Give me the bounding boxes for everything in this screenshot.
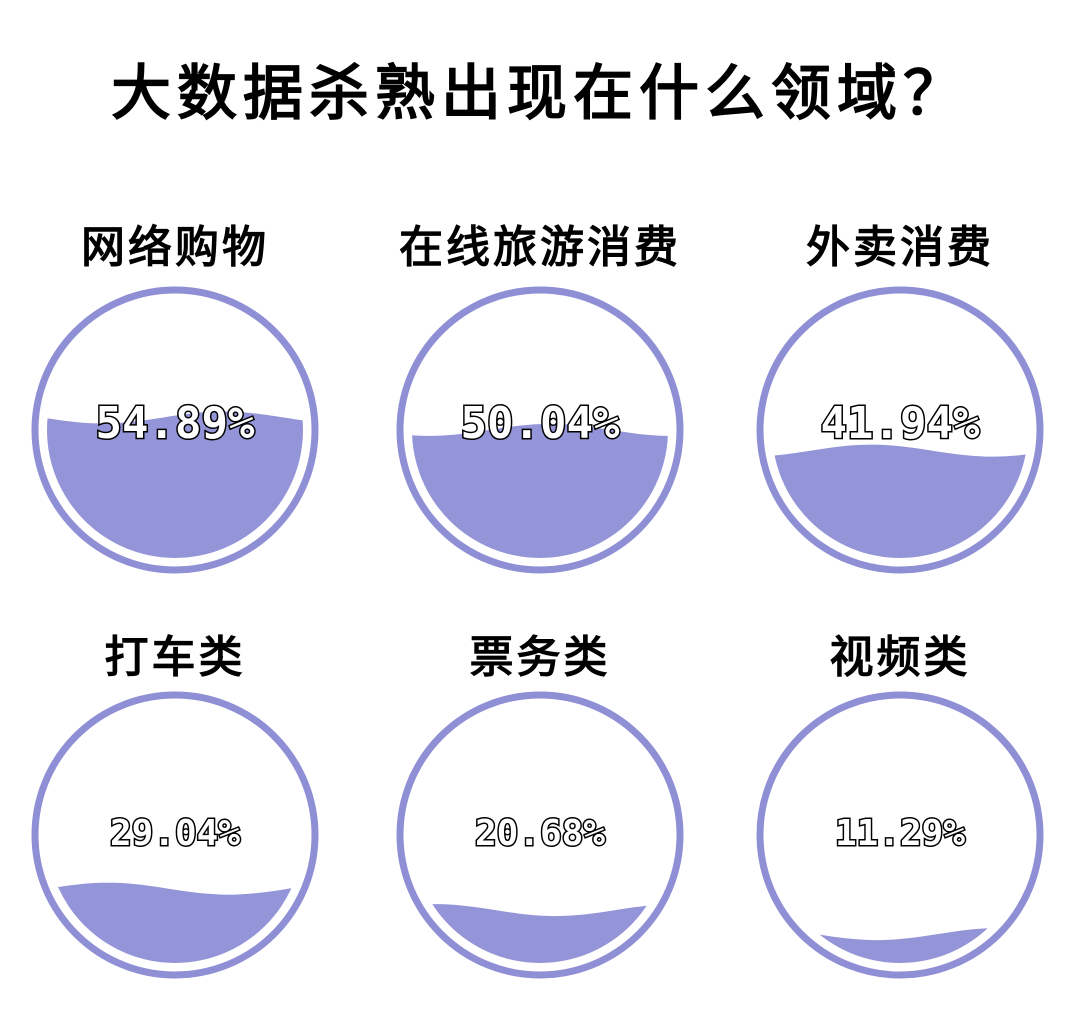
value-label: 11.29% [835,813,965,854]
value-label: 54.89% [96,398,255,449]
gauge-fill [412,423,668,558]
value-label: 20.68% [475,813,605,854]
chart-title: 大数据杀熟出现在什么领域？ [111,59,969,129]
gauge-ring [756,691,1044,979]
value-label: 41.94% [821,398,980,449]
gauge-fill [772,444,1028,558]
category-label: 打车类 [105,632,246,683]
category-label: 票务类 [470,632,611,683]
category-label: 网络购物 [81,222,269,273]
value-label: 50.04% [461,398,620,449]
category-label: 外卖消费 [806,222,994,273]
category-label: 视频类 [830,632,971,683]
category-label: 在线旅游消费 [399,222,681,273]
gauge-fill [47,411,303,558]
value-label: 29.04% [110,813,240,854]
gauge-ring [396,691,684,979]
